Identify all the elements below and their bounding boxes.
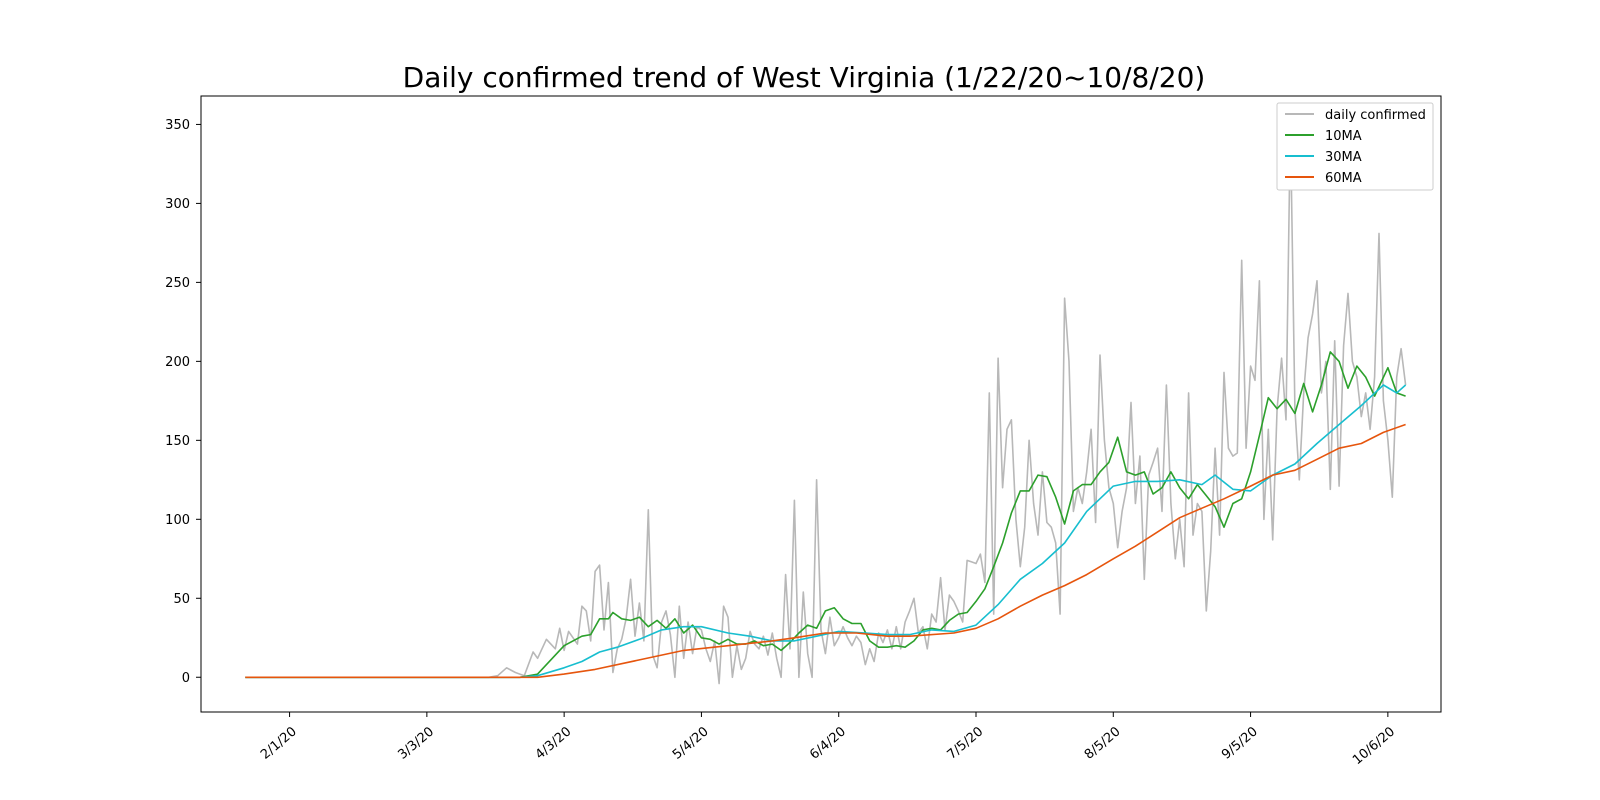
series-line-60ma [245,423,1406,679]
plot-area [245,122,1407,685]
series-line-daily-confirmed [245,122,1407,685]
y-tick-label: 100 [165,513,190,528]
y-axis: 0 50 100 150 200 250 300 350 [165,118,201,686]
y-tick-label: 50 [173,592,190,607]
legend-label-60ma: 60MA [1325,171,1362,186]
legend-box [1276,102,1434,191]
y-tick-label: 200 [165,355,190,370]
legend-label-daily-confirmed: daily confirmed [1325,108,1426,123]
legend-label-10ma: 10MA [1325,129,1362,144]
chart-title: Daily confirmed trend of West Virginia (… [403,61,1206,94]
y-tick-label: 250 [165,276,190,291]
axes-frame [200,95,1442,713]
legend: daily confirmed 10MA 30MA 60MA [1276,102,1434,191]
y-tick-label: 300 [165,197,190,212]
series-line-10ma [245,351,1406,679]
y-tick-label: 0 [182,671,190,686]
y-tick-label: 350 [165,118,190,133]
y-tick-label: 150 [165,434,190,449]
legend-label-30ma: 30MA [1325,150,1362,165]
